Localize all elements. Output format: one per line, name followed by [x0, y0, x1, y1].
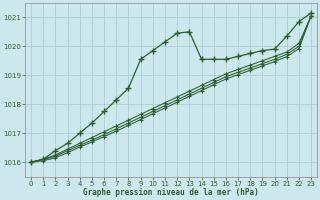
X-axis label: Graphe pression niveau de la mer (hPa): Graphe pression niveau de la mer (hPa)	[83, 188, 259, 197]
